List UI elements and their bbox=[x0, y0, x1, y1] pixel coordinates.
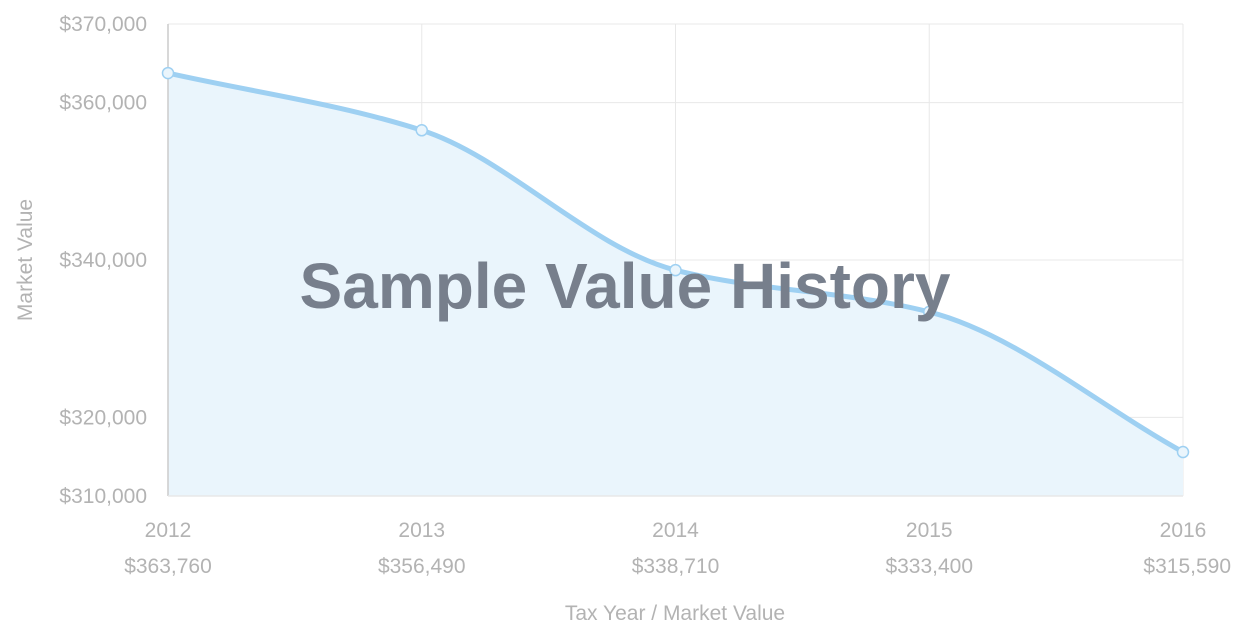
data-point[interactable] bbox=[1176, 445, 1190, 459]
x-value-label: $363,760 bbox=[124, 555, 212, 578]
y-tick-labels: $370,000 $360,000 $340,000 $320,000 $310,000 bbox=[59, 13, 147, 508]
data-points bbox=[161, 66, 1190, 459]
y-tick-label: $370,000 bbox=[59, 13, 147, 36]
y-tick-label: $320,000 bbox=[59, 406, 147, 429]
y-tick-label: $340,000 bbox=[59, 249, 147, 272]
data-point[interactable] bbox=[161, 66, 175, 80]
chart-watermark: Sample Value History bbox=[300, 250, 951, 322]
x-axis-title: Tax Year / Market Value bbox=[565, 602, 785, 625]
area-fill bbox=[168, 73, 1183, 496]
y-tick-label: $360,000 bbox=[59, 92, 147, 115]
data-point[interactable] bbox=[669, 263, 682, 277]
x-value-label: $333,400 bbox=[885, 555, 973, 578]
x-value-label: $338,710 bbox=[632, 555, 720, 578]
data-point[interactable] bbox=[923, 305, 936, 319]
x-tick-label: 2014 bbox=[652, 519, 699, 542]
x-value-label: $315,590 bbox=[1143, 555, 1231, 578]
x-tick-label: 2015 bbox=[906, 519, 953, 542]
x-value-label: $356,490 bbox=[378, 555, 466, 578]
x-tick-label: 2012 bbox=[145, 519, 192, 542]
value-labels: $363,760 $356,490 $338,710 $333,400 $315,590 bbox=[124, 555, 1231, 578]
x-tick-label: 2013 bbox=[398, 519, 445, 542]
x-tick-labels: 2012 2013 2014 2015 2016 bbox=[145, 519, 1207, 542]
x-tick-label: 2016 bbox=[1160, 519, 1207, 542]
y-tick-label: $310,000 bbox=[59, 485, 147, 508]
y-axis-title: Market Value bbox=[14, 199, 37, 321]
data-point[interactable] bbox=[415, 124, 428, 137]
axis-layer bbox=[167, 24, 1183, 497]
